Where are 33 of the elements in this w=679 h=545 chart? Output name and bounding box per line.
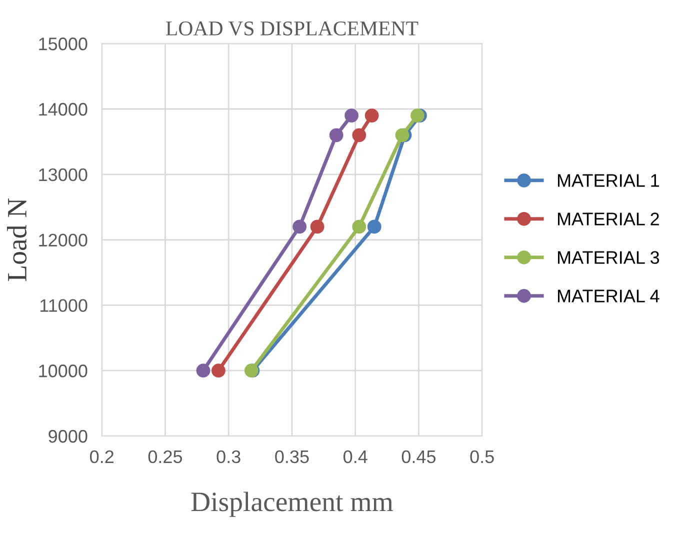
legend-label: MATERIAL 3 [558,251,660,264]
point [367,220,382,234]
x-tick-label: 0.25 [148,450,182,464]
x-tick-label: 0.35 [275,450,309,464]
legend-label: MATERIAL 2 [558,212,659,226]
point [212,364,226,378]
point [292,220,307,234]
point [410,108,424,122]
legend-label: MATERIAL 1 [558,174,659,187]
x-tick-label: 0.2 [90,450,114,464]
point [364,108,379,122]
y-tick-label: 10000 [39,364,88,378]
x-axis-title: Displacement mm [191,492,393,517]
x-tick-label: 0.5 [470,450,494,464]
chart-title: LOAD VS DISPLACEMENT [166,21,418,36]
point [352,128,366,142]
y-axis-title: Load N [7,198,27,282]
y-tick-label: 11000 [40,299,88,312]
point [395,128,410,142]
y-tick-label: 15000 [39,38,88,50]
y-tick-label: 13000 [39,168,88,182]
point [329,128,344,142]
y-tick-label: 12000 [39,234,88,247]
y-tick-label: 14000 [39,102,88,116]
point [344,108,358,122]
point [196,364,210,378]
y-tick-label: 9000 [48,430,88,443]
point [352,220,366,234]
x-tick-label: 0.4 [344,450,368,464]
x-tick-label: 0.45 [402,450,436,464]
x-tick-label: 0.3 [216,450,240,464]
point [310,220,324,234]
legend-label: MATERIAL 4 [558,290,660,302]
